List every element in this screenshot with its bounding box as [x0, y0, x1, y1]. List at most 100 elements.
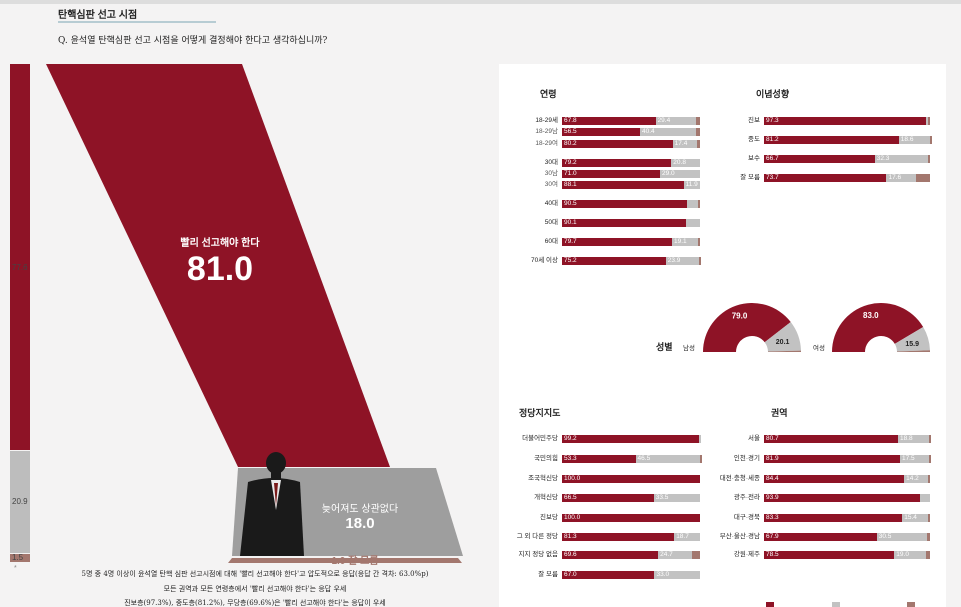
bar-seg-late: 33.5 — [653, 494, 700, 502]
bar-seg-unsure — [929, 435, 932, 443]
bar-seg-late: 14.2 — [904, 475, 928, 483]
bar-row-label: 그 외 다른 정당 — [516, 533, 558, 540]
bar-seg-fast: 67.9 — [764, 533, 877, 541]
bar-row-label: 30대 — [544, 159, 558, 166]
bar-seg-fast: 69.6 — [562, 551, 659, 559]
bar-row: 더불어민주당 99.2 — [522, 435, 701, 443]
bar-seg-late — [925, 117, 929, 125]
bar-seg-late: 19.0 — [894, 551, 926, 559]
bar-row-label: 30여 — [544, 181, 558, 188]
bar-seg-late: 32.3 — [874, 155, 929, 163]
bar-row: 60대 79.7 19.1 — [545, 238, 701, 246]
bar-row: 대전·충청·세종 84.4 14.2 — [720, 475, 930, 483]
bar-row-label: 18-29세 — [535, 117, 558, 124]
bar-seg-fast: 84.4 — [764, 475, 905, 483]
bar-seg-unsure — [928, 155, 931, 163]
donut-slice-fast — [703, 303, 791, 352]
bar-seg-unsure — [692, 551, 700, 559]
bar-seg-fast: 90.5 — [562, 200, 687, 208]
bar-row-label: 서울 — [748, 435, 760, 442]
bar-seg-late: 24.7 — [658, 551, 693, 559]
bar-row: 조국혁신당 100.0 — [528, 475, 700, 483]
bar-row-label: 강원·제주 — [733, 551, 760, 558]
bar-seg-late: 46.5 — [635, 455, 700, 463]
bar-seg-late — [919, 494, 930, 502]
footnote-mark: * — [14, 565, 17, 572]
bar-row-label: 70세 이상 — [531, 257, 558, 264]
bar-seg-late: 18.6 — [898, 136, 930, 144]
bar-row-label: 잘 모름 — [740, 174, 760, 181]
bar-seg-late: 40.4 — [639, 128, 696, 136]
bar-seg-unsure — [925, 551, 930, 559]
bar-seg-late: 18.7 — [674, 533, 700, 541]
bar-row: 30여 88.1 11.9 — [545, 181, 700, 189]
left-bar-unsure — [10, 554, 30, 562]
bar-seg-late: 29.4 — [655, 117, 697, 125]
bar-seg-late — [686, 219, 700, 227]
bar-row: 부산·울산·경남 67.9 30.5 — [720, 533, 930, 541]
bar-seg-unsure — [929, 455, 931, 463]
late-label: 늦어져도 상관없다 — [321, 504, 399, 515]
bar-row-label: 국민의힘 — [534, 455, 558, 462]
bar-row-label: 60대 — [544, 238, 558, 245]
donut-slice-late — [764, 321, 801, 352]
left-bar-late — [10, 451, 30, 553]
bar-row: 50대 90.1 — [545, 219, 700, 227]
bar-seg-fast: 80.7 — [764, 435, 898, 443]
female-label: 여성 — [813, 345, 825, 352]
bar-seg-unsure — [929, 136, 932, 144]
bar-seg-late: 19.1 — [671, 238, 699, 246]
bar-row-label: 대전·충청·세종 — [719, 475, 760, 482]
bar-row: 70세 이상 75.2 23.9 — [531, 257, 701, 265]
bar-seg-fast: 90.1 — [562, 219, 687, 227]
legend-swatch-fast — [766, 602, 774, 607]
unsure-label: 1.0 잘 모름 — [331, 556, 379, 567]
bar-seg-fast: 79.7 — [562, 238, 672, 246]
bar-row-label: 대구·경북 — [733, 514, 760, 521]
bar-row-label: 보수 — [748, 155, 760, 162]
bar-row-label: 개혁신당 — [534, 494, 558, 501]
bar-row-label: 더불어민주당 — [522, 435, 558, 442]
bar-row: 광주·전라 93.9 — [734, 494, 930, 502]
bar-seg-unsure — [915, 174, 930, 182]
bar-row-label: 진보당 — [540, 514, 558, 521]
bar-row-label: 30남 — [544, 170, 558, 177]
bar-row-label: 조국혁신당 — [528, 475, 558, 482]
bar-seg-fast: 53.3 — [562, 455, 636, 463]
donut-value-late: 15.9 — [905, 341, 919, 348]
fast-value: 81.0 — [186, 250, 254, 288]
fast-shape — [46, 64, 390, 467]
bar-row: 18-29세 67.8 29.4 — [535, 117, 700, 125]
bar-seg-late: 23.9 — [665, 257, 699, 265]
bar-seg-fast: 81.2 — [764, 136, 899, 144]
bar-row: 강원·제주 78.5 19.0 — [734, 551, 930, 559]
title-underline — [58, 21, 216, 23]
donut-slice-unsure — [767, 350, 801, 352]
bar-seg-unsure — [928, 117, 931, 125]
bar-seg-unsure — [699, 455, 702, 463]
bar-seg-fast: 79.2 — [562, 159, 672, 167]
bar-seg-fast: 71.0 — [562, 170, 660, 178]
survey-question: Q. 윤석열 탄핵심판 선고 시점을 어떻게 결정해야 한다고 생각하십니까? — [58, 36, 328, 46]
bar-row: 40대 90.5 — [545, 200, 701, 208]
bar-seg-unsure — [927, 533, 930, 541]
gender-title: 성별 — [656, 342, 673, 352]
bar-seg-unsure — [695, 128, 700, 136]
age-title: 연령 — [540, 89, 557, 99]
party-title: 정당지지도 — [519, 408, 561, 418]
person-figure — [240, 452, 304, 556]
bar-seg-unsure — [927, 514, 930, 522]
bar-row: 잘 모름 67.0 33.0 — [538, 571, 700, 579]
bar-seg-unsure — [696, 140, 700, 148]
bar-row: 인천·경기 81.9 17.5 — [734, 455, 931, 463]
donut-value-fast: 83.0 — [863, 311, 879, 320]
donut-value-fast: 79.0 — [732, 312, 748, 321]
bar-row: 중도 81.2 18.6 — [748, 136, 932, 144]
bar-seg-fast: 99.2 — [562, 435, 699, 443]
bar-row-label: 부산·울산·경남 — [719, 533, 760, 540]
top-strip — [0, 0, 961, 4]
left-bar-unsure-value: 1.5 — [12, 553, 24, 562]
bar-row-label: 18-29남 — [535, 128, 558, 135]
bar-seg-fast: 66.5 — [562, 494, 654, 502]
